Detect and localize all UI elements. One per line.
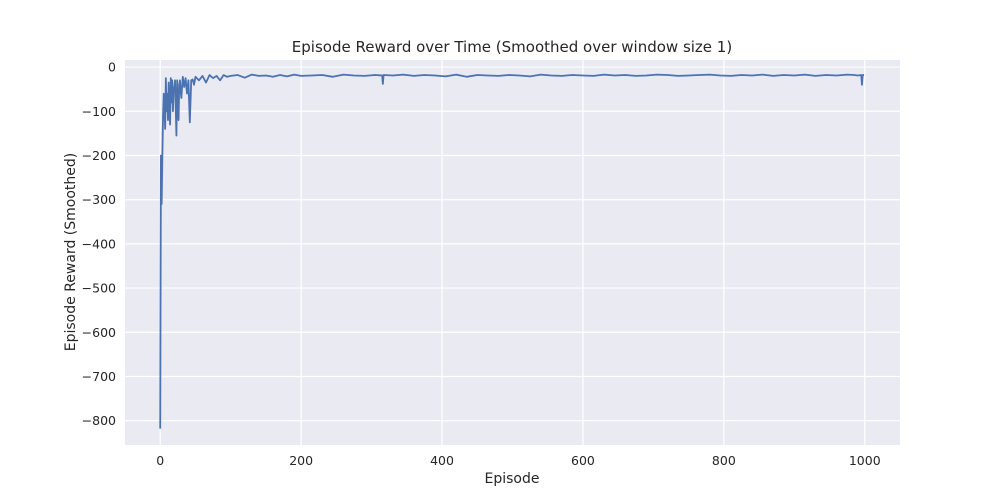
y-tick-label: −400 (82, 236, 116, 251)
series-line (159, 73, 865, 429)
y-tick-label: −100 (82, 104, 116, 119)
y-tick-label: −300 (82, 192, 116, 207)
plot-area (125, 60, 900, 445)
x-axis-ticks: 0 200 400 600 800 1000 (156, 453, 880, 468)
y-tick-label: −700 (82, 369, 116, 384)
y-tick-label: 0 (108, 60, 116, 75)
chart-title: Episode Reward over Time (Smoothed over … (292, 38, 732, 56)
y-tick-label: −800 (82, 413, 116, 428)
series-group (159, 73, 865, 429)
y-tick-label: −500 (82, 281, 116, 296)
y-axis-label: Episode Reward (Smoothed) (63, 153, 79, 351)
x-axis-label: Episode (485, 471, 540, 487)
x-tick-label: 600 (571, 453, 595, 468)
grid (125, 60, 900, 445)
x-tick-label: 0 (156, 453, 164, 468)
x-tick-label: 400 (430, 453, 454, 468)
x-tick-label: 1000 (849, 453, 881, 468)
y-axis-ticks: 0 −100 −200 −300 −400 −500 −600 −700 −800 (82, 60, 116, 429)
y-tick-label: −600 (82, 325, 116, 340)
x-tick-label: 800 (712, 453, 736, 468)
x-tick-label: 200 (289, 453, 313, 468)
y-tick-label: −200 (82, 148, 116, 163)
